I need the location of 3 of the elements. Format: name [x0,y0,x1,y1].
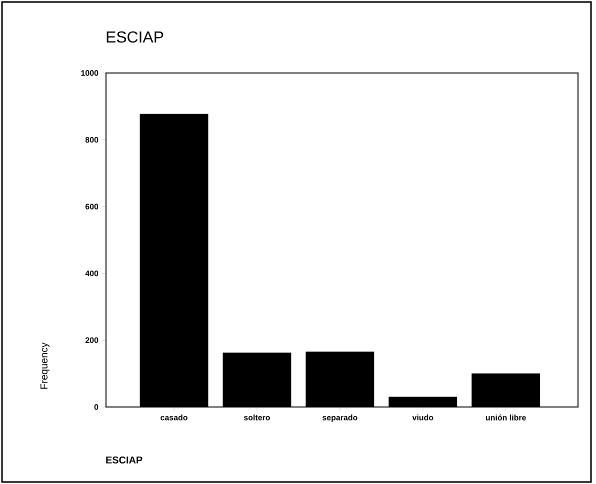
chart-title: ESCIAP [106,31,164,43]
x-axis-title: ESCIAP [106,456,142,464]
y-axis-title: Frequency [40,342,50,389]
